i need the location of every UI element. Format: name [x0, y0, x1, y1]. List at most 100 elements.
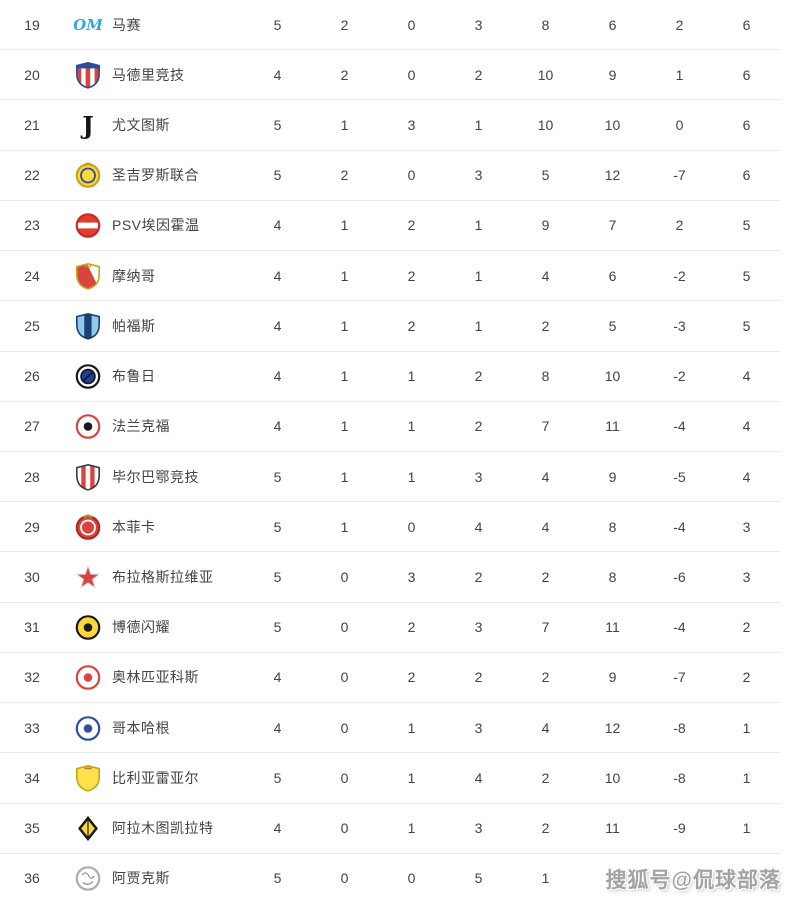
table-row[interactable]: 28 毕尔巴鄂竞技 5 1 1 3 4 9 -5 4: [0, 452, 780, 503]
stat-wins: 0: [340, 719, 349, 736]
rank: 20: [24, 66, 40, 83]
table-row[interactable]: 32 奥林匹亚科斯 4 0 2 2 2 9 -7 2: [0, 653, 780, 704]
stat-played: 5: [273, 870, 282, 887]
stat-losses: 4: [474, 518, 483, 535]
stat-goals-for: 10: [537, 117, 554, 134]
stat-goal-diff: -7: [673, 669, 686, 686]
table-row[interactable]: 30 布拉格斯拉维亚 5 0 3 2 2 8 -6 3: [0, 552, 780, 603]
stat-played: 4: [273, 267, 282, 284]
stat-losses: 1: [474, 317, 483, 334]
stat-draws: 0: [407, 66, 416, 83]
stat-losses: 5: [474, 870, 483, 887]
slavia-prague-crest-icon: [64, 563, 112, 591]
benfica-crest-icon: [64, 513, 112, 541]
stat-goal-diff: -9: [673, 820, 686, 837]
stat-losses: 2: [474, 569, 483, 586]
stat-goals-against: 11: [605, 820, 620, 837]
stat-goals-for: 8: [541, 368, 550, 385]
table-row[interactable]: 20 马德里竞技 4 2 0 2 10 9 1 6: [0, 50, 780, 101]
stat-wins: 1: [340, 468, 349, 485]
stat-points: 4: [742, 468, 751, 485]
rank: 21: [24, 117, 40, 134]
stat-goal-diff: 2: [675, 217, 684, 234]
table-row[interactable]: 35 阿拉木图凯拉特 4 0 1 3 2 11 -9 1: [0, 804, 780, 854]
stat-goal-diff: -5: [673, 468, 686, 485]
team-name: 阿拉木图凯拉特: [112, 820, 214, 837]
stat-goals-for: 2: [541, 669, 550, 686]
stat-goals-for: 2: [541, 569, 550, 586]
stat-goals-for: 4: [541, 468, 550, 485]
stat-points: 2: [742, 669, 751, 686]
stat-goals-against: 8: [608, 569, 617, 586]
team-name: 哥本哈根: [112, 719, 170, 736]
stat-played: 4: [273, 820, 282, 837]
table-row[interactable]: 27 法兰克福 4 1 1 2 7 11 -4 4: [0, 402, 780, 452]
stat-points: 5: [742, 267, 751, 284]
stat-draws: 3: [407, 117, 416, 134]
table-row[interactable]: 31 博德闪耀 5 0 2 3 7 11 -4 2: [0, 603, 780, 653]
stat-wins: 2: [340, 16, 349, 33]
bodo-glimt-crest-icon: [64, 613, 112, 641]
stat-points: 4: [742, 418, 751, 435]
stat-goal-diff: -2: [673, 267, 686, 284]
stat-goals-against: 7: [608, 217, 617, 234]
stat-goal-diff: 1: [675, 66, 684, 83]
table-row[interactable]: 22 圣吉罗斯联合 5 2 0 3 5 12 -7 6: [0, 151, 780, 201]
stat-played: 5: [273, 167, 282, 184]
table-row[interactable]: 29 本菲卡 5 1 0 4 4 8 -4 3: [0, 502, 780, 553]
stat-goals-against: 16: [604, 870, 621, 887]
stat-played: 5: [273, 769, 282, 786]
stat-goal-diff: 0: [675, 117, 684, 134]
stat-wins: 1: [340, 317, 349, 334]
rank: 19: [24, 16, 40, 33]
stat-goals-against: 9: [608, 468, 617, 485]
table-row[interactable]: 36 阿贾克斯 5 0 0 5 1 16: [0, 854, 780, 903]
stat-goals-against: 12: [604, 167, 621, 184]
stat-draws: 0: [407, 518, 416, 535]
stat-points: 4: [742, 368, 751, 385]
table-row[interactable]: 26 布鲁日 4 1 1 2 8 10 -2 4: [0, 352, 780, 402]
stat-draws: 1: [407, 719, 416, 736]
team-name: 布鲁日: [112, 368, 156, 385]
stat-draws: 0: [407, 16, 416, 33]
stat-losses: 3: [474, 167, 483, 184]
table-row[interactable]: 33 哥本哈根 4 0 1 3 4 12 -8 1: [0, 703, 780, 754]
stat-wins: 0: [340, 870, 349, 887]
table-row[interactable]: 23 PSV埃因霍温 4 1 2 1 9 7 2 5: [0, 201, 780, 252]
stat-wins: 2: [340, 66, 349, 83]
stat-draws: 2: [407, 669, 416, 686]
team-name: 圣吉罗斯联合: [112, 167, 199, 184]
stat-played: 4: [273, 719, 282, 736]
stat-goal-diff: -4: [673, 418, 686, 435]
stat-points: 6: [742, 117, 751, 134]
stat-goals-for: 5: [541, 167, 550, 184]
table-row[interactable]: 19 OM 马赛 5 2 0 3 8 6 2 6: [0, 0, 780, 51]
stat-wins: 1: [340, 518, 349, 535]
stat-wins: 1: [340, 217, 349, 234]
stat-goals-against: 10: [604, 769, 621, 786]
table-row[interactable]: 21 J 尤文图斯 5 1 3 1 10 10 0 6: [0, 100, 780, 151]
watermark: 搜狐号@侃球部落: [605, 869, 781, 892]
stat-losses: 3: [474, 820, 483, 837]
stat-played: 5: [273, 117, 282, 134]
psv-eindhoven-crest-icon: [64, 211, 112, 239]
stat-losses: 3: [474, 468, 483, 485]
rank: 25: [24, 317, 40, 334]
table-row[interactable]: 24 摩纳哥 4 1 2 1 4 6 -2 5: [0, 251, 780, 302]
stat-played: 5: [273, 468, 282, 485]
stat-draws: 2: [407, 217, 416, 234]
team-name: 阿贾克斯: [112, 870, 170, 887]
stat-goal-diff: -8: [673, 719, 686, 736]
stat-goal-diff: -8: [673, 769, 686, 786]
stat-wins: 0: [340, 669, 349, 686]
stat-losses: 2: [474, 368, 483, 385]
team-name: 尤文图斯: [112, 117, 170, 134]
frankfurt-crest-icon: [64, 412, 112, 440]
pafos-crest-icon: [64, 312, 112, 340]
stat-goals-for: 7: [541, 418, 550, 435]
stat-goals-for: 8: [541, 16, 550, 33]
table-row[interactable]: 25 帕福斯 4 1 2 1 2 5 -3 5: [0, 301, 780, 352]
table-row[interactable]: 34 比利亚雷亚尔 5 0 1 4 2 10 -8 1: [0, 753, 780, 804]
stat-played: 5: [273, 16, 282, 33]
